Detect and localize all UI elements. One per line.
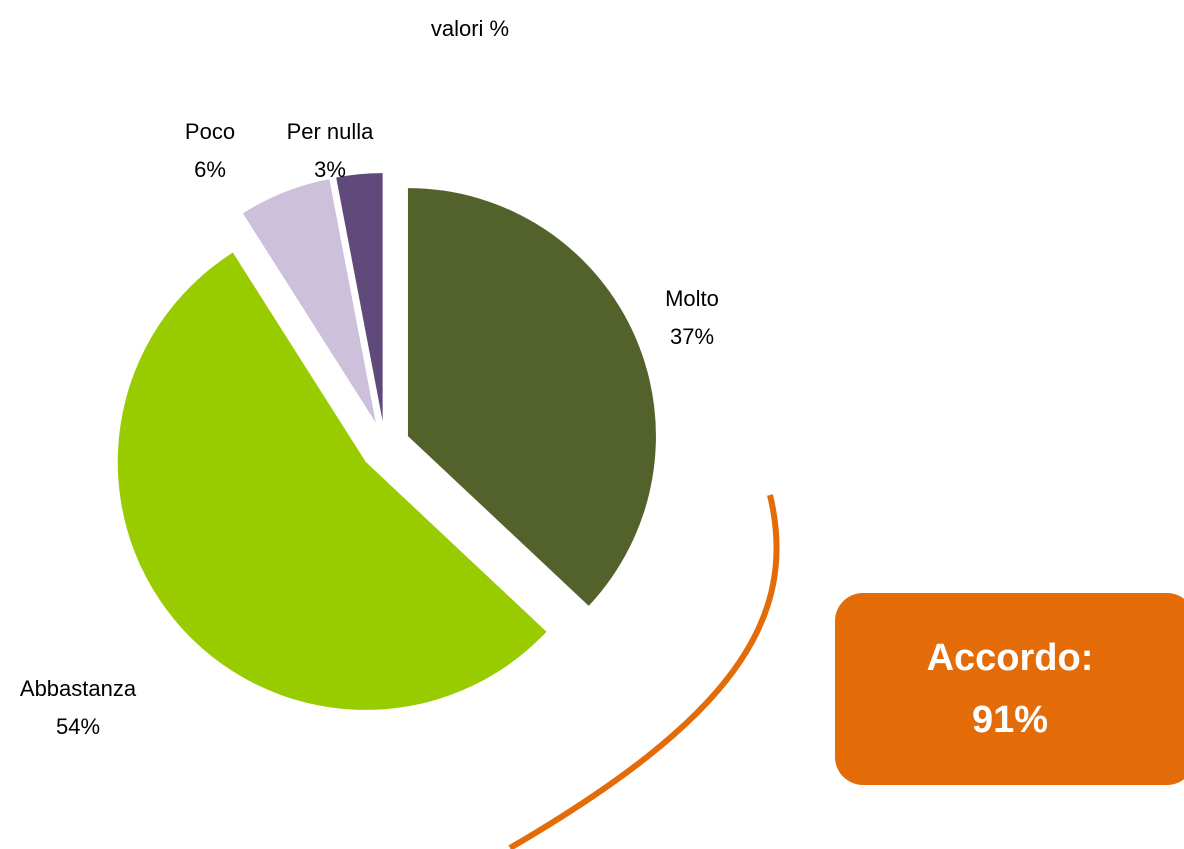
slice-category: Abbastanza: [20, 676, 137, 701]
slice-category: Poco: [185, 119, 235, 144]
slice-value-label: 54%: [56, 714, 100, 739]
slice-category: Molto: [665, 286, 719, 311]
annotation-value: 91%: [972, 699, 1048, 741]
pie-slice: [407, 188, 656, 606]
pie-slice: [242, 179, 376, 423]
pie-slice: [117, 252, 547, 710]
annotation-box: [835, 593, 1184, 785]
slice-category: Per nulla: [287, 119, 375, 144]
slice-value-label: 3%: [314, 157, 346, 182]
slice-value-label: 37%: [670, 324, 714, 349]
annotation-label: Accordo:: [927, 637, 1094, 679]
bracket-arc: [508, 494, 780, 849]
chart-title: valori %: [431, 16, 509, 41]
pie-slice: [336, 173, 383, 422]
slice-value-label: 6%: [194, 157, 226, 182]
